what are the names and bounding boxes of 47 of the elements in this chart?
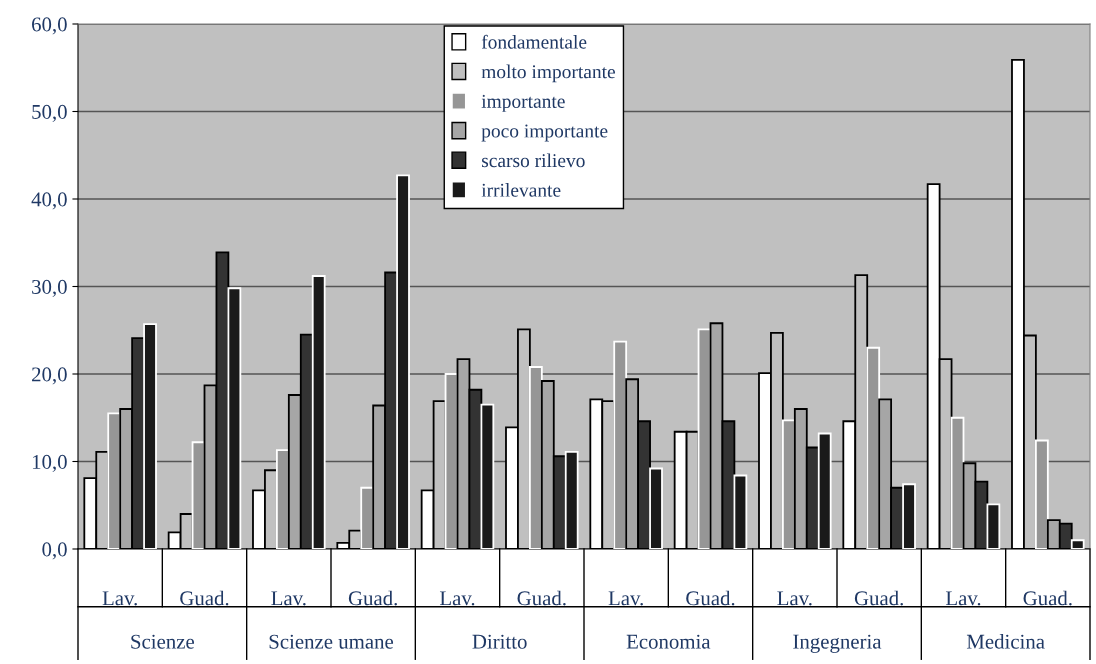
x-tick-label: Guad. bbox=[517, 590, 566, 606]
legend-label: molto importante bbox=[481, 64, 615, 83]
bar bbox=[902, 483, 916, 549]
x-tick-label: Lav. bbox=[439, 591, 475, 606]
bar bbox=[950, 416, 965, 549]
legend-label: poco importante bbox=[481, 124, 608, 142]
bar bbox=[733, 474, 748, 549]
bar bbox=[986, 503, 1001, 549]
y-tick-label: 40,0 bbox=[31, 192, 67, 210]
legend-label: fondamentale bbox=[481, 34, 587, 49]
text: Medicina bbox=[966, 634, 1045, 649]
text: Ingegneria bbox=[793, 634, 882, 653]
bar bbox=[1070, 539, 1085, 549]
bar bbox=[613, 340, 628, 549]
bar bbox=[564, 450, 579, 549]
bar bbox=[1034, 439, 1049, 549]
x-tick-label: Guad. bbox=[180, 590, 229, 606]
x-tick-label: Lav. bbox=[102, 591, 137, 606]
x-tick-label: Guad. bbox=[854, 590, 903, 606]
y-tick-label: 20,0 bbox=[32, 367, 67, 385]
x-tick-label: Lav. bbox=[777, 591, 812, 606]
x-tick-label: Lav. bbox=[945, 591, 981, 606]
text: Diritto bbox=[472, 634, 527, 649]
legend-label: importante bbox=[481, 94, 565, 112]
y-tick-label: 30,0 bbox=[32, 279, 67, 297]
bar bbox=[143, 323, 157, 549]
y-tick-label: 60,0 bbox=[32, 17, 67, 35]
bar bbox=[311, 275, 326, 549]
text: Scienze bbox=[131, 634, 194, 649]
legend-label: irrilevante bbox=[481, 183, 561, 197]
y-tick-label: 10,0 bbox=[32, 454, 67, 472]
bar bbox=[480, 403, 495, 549]
bar bbox=[649, 467, 663, 549]
x-tick-label: Guad. bbox=[1023, 590, 1072, 606]
bar bbox=[396, 174, 410, 549]
x-tick-label: Guad. bbox=[686, 590, 735, 606]
y-tick-label: 0,0 bbox=[42, 542, 67, 560]
y-tick-label: 50,0 bbox=[32, 104, 67, 122]
bar bbox=[866, 346, 881, 549]
text: Economia bbox=[626, 634, 711, 649]
legend-label: scarso rilievo bbox=[482, 153, 585, 168]
x-tick-label: Lav. bbox=[608, 591, 643, 606]
text: Scienze umane bbox=[269, 634, 394, 649]
x-tick-label: Guad. bbox=[348, 590, 397, 606]
bar bbox=[817, 432, 832, 549]
bar bbox=[227, 287, 242, 549]
x-tick-label: Lav. bbox=[271, 591, 306, 606]
